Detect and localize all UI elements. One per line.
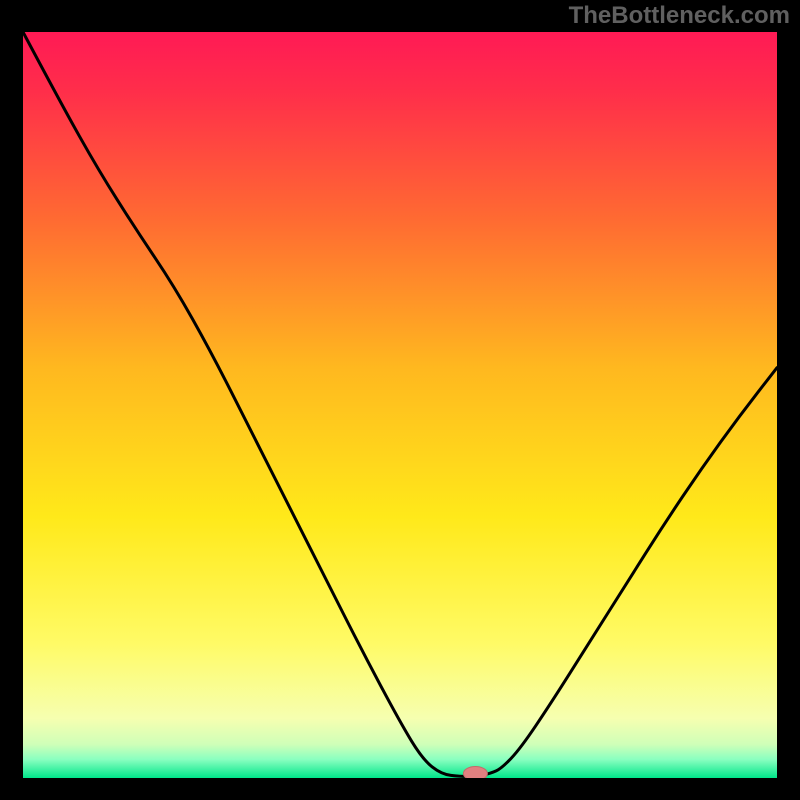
chart-frame: TheBottleneck.com: [0, 0, 800, 800]
watermark-text: TheBottleneck.com: [569, 2, 790, 30]
curve-path: [23, 32, 777, 777]
chart-area: [23, 32, 777, 778]
bottleneck-curve: [23, 32, 777, 778]
optimal-marker: [463, 767, 487, 778]
